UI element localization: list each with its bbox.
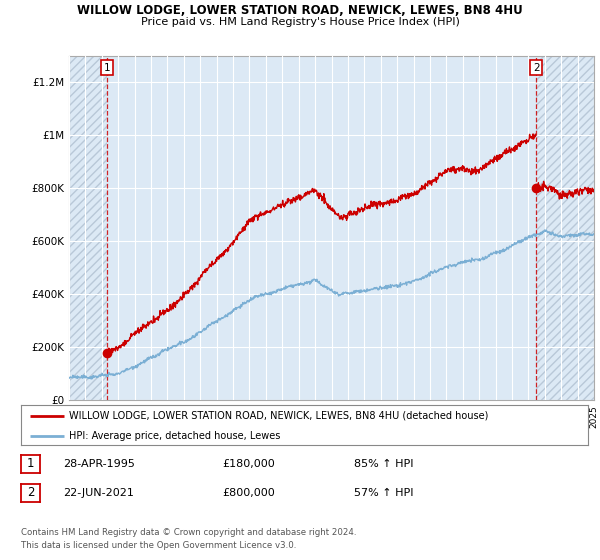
Text: WILLOW LODGE, LOWER STATION ROAD, NEWICK, LEWES, BN8 4HU (detached house): WILLOW LODGE, LOWER STATION ROAD, NEWICK… (69, 411, 488, 421)
Bar (69, 56, 107, 400)
Text: 85% ↑ HPI: 85% ↑ HPI (354, 459, 413, 469)
Text: HPI: Average price, detached house, Lewes: HPI: Average price, detached house, Lewe… (69, 431, 281, 441)
Text: 2: 2 (27, 486, 34, 500)
Text: £800,000: £800,000 (222, 488, 275, 498)
Text: Price paid vs. HM Land Registry's House Price Index (HPI): Price paid vs. HM Land Registry's House … (140, 17, 460, 27)
Text: This data is licensed under the Open Government Licence v3.0.: This data is licensed under the Open Gov… (21, 541, 296, 550)
Text: 2: 2 (533, 63, 539, 73)
Text: £180,000: £180,000 (222, 459, 275, 469)
Text: Contains HM Land Registry data © Crown copyright and database right 2024.: Contains HM Land Registry data © Crown c… (21, 528, 356, 536)
Text: WILLOW LODGE, LOWER STATION ROAD, NEWICK, LEWES, BN8 4HU: WILLOW LODGE, LOWER STATION ROAD, NEWICK… (77, 4, 523, 17)
Bar (536, 56, 594, 400)
Text: 1: 1 (104, 63, 110, 73)
Text: 57% ↑ HPI: 57% ↑ HPI (354, 488, 413, 498)
Text: 28-APR-1995: 28-APR-1995 (63, 459, 135, 469)
Text: 22-JUN-2021: 22-JUN-2021 (63, 488, 134, 498)
Text: 1: 1 (27, 457, 34, 470)
